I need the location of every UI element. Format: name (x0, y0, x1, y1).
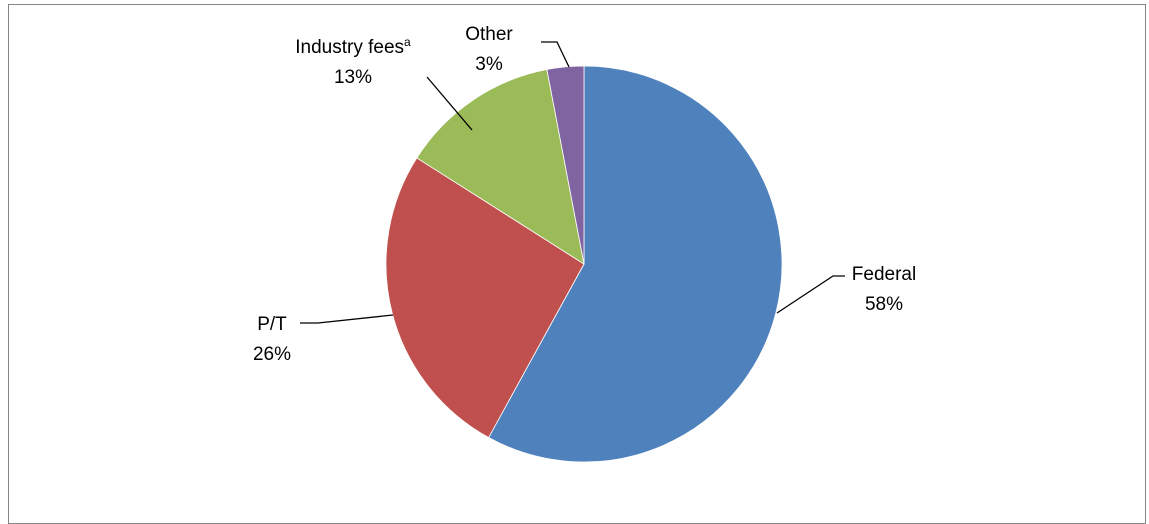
slice-industry-fees (416, 69, 585, 265)
label-other-value: 3% (475, 54, 503, 75)
leader-other (541, 41, 570, 68)
label-federal-name: Federal (852, 264, 916, 285)
slice-federal (488, 65, 783, 463)
label-industry-fees-text: Industry fees (295, 37, 404, 58)
leader-industry-fees (426, 76, 473, 131)
label-pt-value: 26% (253, 344, 291, 365)
slice-pt (385, 157, 585, 439)
label-industry-fees-name: Industry feesa (295, 35, 411, 58)
slice-other (546, 65, 585, 265)
label-other-name: Other (465, 24, 513, 45)
leader-federal (776, 275, 845, 314)
pie-slices (385, 65, 783, 463)
label-industry-fees-superscript: a (404, 35, 411, 49)
leader-lines (300, 41, 845, 324)
label-pt-name: P/T (257, 314, 287, 335)
label-industry-fees-value: 13% (334, 67, 372, 88)
label-federal-value: 58% (865, 294, 903, 315)
leader-pt (300, 314, 394, 324)
